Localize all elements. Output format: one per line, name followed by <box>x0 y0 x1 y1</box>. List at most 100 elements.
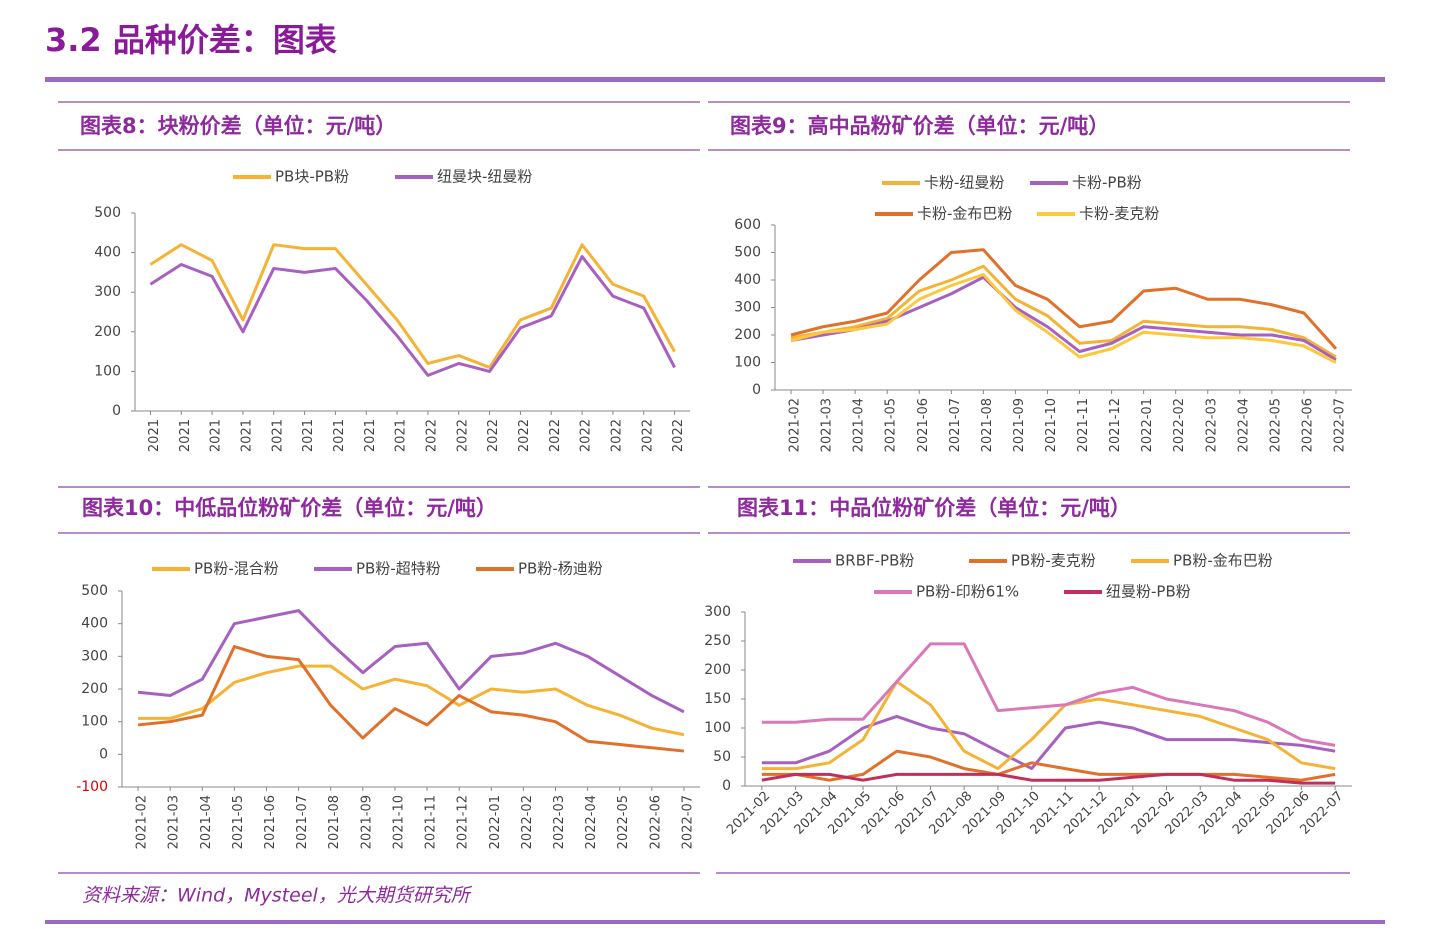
y-tick-label: 250 <box>704 633 731 649</box>
x-tick-label: 2021 <box>178 419 193 452</box>
legend-label: PB粉-金布巴粉 <box>1173 552 1273 570</box>
legend-label: PB块-PB粉 <box>275 168 349 186</box>
x-tick-label: 2022-06 <box>1300 398 1315 452</box>
x-tick-label: 2022-05 <box>1268 398 1283 452</box>
x-tick-label: 2022 <box>548 419 563 452</box>
y-tick-label: 0 <box>722 778 731 794</box>
x-tick-label: 2022-02 <box>520 795 535 849</box>
x-tick-label: 2021 <box>239 419 254 452</box>
y-tick-label: 400 <box>94 245 121 261</box>
legend-label: PB粉-印粉61% <box>916 583 1019 601</box>
x-tick-label: 2021 <box>332 419 347 452</box>
y-tick-label: 0 <box>112 403 121 419</box>
legend-label: 纽曼粉-PB粉 <box>1106 583 1191 601</box>
x-tick-label: 2021-03 <box>167 795 182 849</box>
x-tick-label: 2021-11 <box>1076 398 1091 452</box>
x-tick-label: 2022-05 <box>616 795 631 849</box>
y-tick-label: 300 <box>704 604 731 620</box>
y-tick-label: -100 <box>76 779 108 795</box>
x-tick-label: 2021-06 <box>916 398 931 452</box>
x-tick-label: 2021-07 <box>295 795 310 849</box>
x-tick-label: 2021-05 <box>231 795 246 849</box>
y-tick-label: 200 <box>734 327 761 343</box>
x-tick-label: 2022-01 <box>1140 398 1155 452</box>
chart-title: 图表11：中品位粉矿价差（单位：元/吨） <box>737 496 1131 520</box>
x-tick-label: 2022-04 <box>584 795 599 849</box>
y-tick-label: 500 <box>94 205 121 221</box>
x-tick-label: 2021 <box>147 419 162 452</box>
x-tick-label: 2021 <box>270 419 285 452</box>
x-tick-label: 2021-06 <box>263 795 278 849</box>
y-tick-label: 100 <box>704 720 731 736</box>
series-line <box>761 642 1336 747</box>
y-tick-label: 50 <box>713 749 731 765</box>
x-tick-label: 2021-11 <box>424 795 439 849</box>
x-tick-label: 2022-01 <box>488 795 503 849</box>
x-tick-label: 2022-03 <box>1204 398 1219 452</box>
series-line <box>761 680 1336 771</box>
x-tick-label: 2022 <box>579 419 594 452</box>
x-tick-label: 2021 <box>394 419 409 452</box>
y-tick-label: 150 <box>704 691 731 707</box>
x-tick-label: 2021-05 <box>884 398 899 452</box>
x-tick-label: 2022-06 <box>648 795 663 849</box>
y-tick-label: 600 <box>734 217 761 233</box>
legend-label: 卡粉-麦克粉 <box>1079 205 1159 223</box>
series-line <box>790 264 1337 359</box>
series-line <box>138 664 685 737</box>
series-line <box>137 645 685 753</box>
x-tick-label: 2021-12 <box>456 795 471 849</box>
x-tick-label: 2021-03 <box>820 398 835 452</box>
y-tick-label: 300 <box>734 300 761 316</box>
x-tick-label: 2021-07 <box>948 398 963 452</box>
source: 资料来源：Wind，Mysteel，光大期货研究所 <box>82 885 473 907</box>
x-tick-label: 2022 <box>640 419 655 452</box>
legend-label: 纽曼块-纽曼粉 <box>437 168 532 186</box>
x-tick-label: 2021-10 <box>391 795 406 849</box>
x-tick-label: 2021-10 <box>1044 398 1059 452</box>
x-tick-label: 2022-02 <box>1172 398 1187 452</box>
x-tick-label: 2021 <box>209 419 224 452</box>
legend-label: 卡粉-金布巴粉 <box>917 205 1012 223</box>
x-tick-label: 2021-02 <box>788 398 803 452</box>
x-tick-label: 2022 <box>517 419 532 452</box>
legend-label: PB粉-杨迪粉 <box>518 560 603 578</box>
series-line <box>149 255 676 377</box>
y-tick-label: 0 <box>99 746 108 762</box>
legend-label: PB粉-超特粉 <box>356 560 441 578</box>
x-tick-label: 2021 <box>363 419 378 452</box>
y-tick-label: 100 <box>94 363 121 379</box>
y-tick-label: 500 <box>81 583 108 599</box>
x-tick-label: 2022 <box>671 419 686 452</box>
y-tick-label: 200 <box>94 324 121 340</box>
series-line <box>761 772 1336 785</box>
legend-label: PB粉-麦克粉 <box>1011 552 1096 570</box>
x-tick-label: 2021-02 <box>135 795 150 849</box>
x-tick-label: 2021-09 <box>1012 398 1027 452</box>
x-tick-label: 2022-07 <box>1332 398 1347 452</box>
y-tick-label: 400 <box>734 272 761 288</box>
series-line <box>761 749 1336 782</box>
page-title: 3.2 品种价差：图表 <box>45 21 337 59</box>
y-tick-label: 300 <box>94 284 121 300</box>
x-tick-label: 2022-07 <box>680 795 695 849</box>
y-tick-label: 200 <box>81 681 108 697</box>
x-tick-label: 2021 <box>301 419 316 452</box>
y-tick-label: 200 <box>704 662 731 678</box>
chart-title: 图表8：块粉价差（单位：元/吨） <box>80 114 396 138</box>
chart-title: 图表9：高中品粉矿价差（单位：元/吨） <box>730 114 1109 138</box>
series-line <box>137 609 685 714</box>
x-tick-label: 2021-08 <box>327 795 342 849</box>
series-line <box>790 248 1338 350</box>
x-tick-label: 2022-04 <box>1236 398 1251 452</box>
x-tick-label: 2021-04 <box>199 795 214 849</box>
y-tick-label: 400 <box>81 616 108 632</box>
legend-label: 卡粉-纽曼粉 <box>924 174 1004 192</box>
y-tick-label: 100 <box>734 355 761 371</box>
series-line <box>149 243 676 369</box>
chart-title: 图表10：中低品位粉矿价差（单位：元/吨） <box>82 496 497 520</box>
y-tick-label: 100 <box>81 714 108 730</box>
x-tick-label: 2022-03 <box>552 795 567 849</box>
legend-label: BRBF-PB粉 <box>835 552 914 570</box>
